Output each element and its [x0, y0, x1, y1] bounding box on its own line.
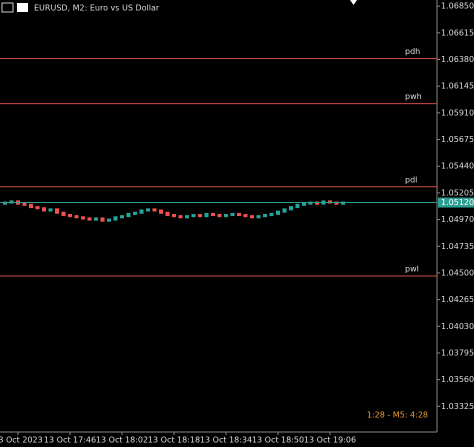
- candle-body: [113, 216, 118, 221]
- current-price-box: [438, 197, 474, 208]
- candle-body: [308, 201, 313, 205]
- candle-body: [3, 201, 7, 205]
- candle-body: [276, 210, 280, 215]
- y-tick-label: 1.04500: [441, 268, 474, 277]
- shift-marker: [350, 0, 357, 5]
- y-tick-label: 1.06145: [441, 82, 474, 91]
- candle-body: [224, 214, 228, 218]
- candle-body: [120, 215, 124, 219]
- candle-body: [198, 214, 202, 218]
- y-tick-label: 1.06380: [441, 55, 474, 64]
- y-tick-label: 1.04030: [441, 322, 474, 331]
- y-tick-label: 1.05440: [441, 162, 474, 171]
- candle-body: [68, 214, 72, 218]
- x-tick-label: 13 Oct 19:06: [304, 436, 356, 445]
- y-tick-label: 1.05205: [441, 188, 474, 197]
- candle-body: [243, 214, 248, 218]
- candle-body: [211, 212, 215, 217]
- candle-body: [185, 215, 189, 219]
- candle-body: [152, 208, 157, 212]
- candle-body: [328, 200, 332, 204]
- menu-icon[interactable]: [1, 2, 14, 13]
- candle-body: [230, 212, 235, 217]
- x-tick-label: 13 Oct 18:18: [148, 436, 200, 445]
- candle-body: [269, 212, 274, 217]
- chart-title: EURUSD, M2: Euro vs US Dollar: [34, 4, 160, 13]
- x-tick-label: 13 Oct 17:46: [44, 436, 96, 445]
- candle-body: [48, 208, 53, 212]
- candle-body: [315, 201, 319, 205]
- y-tick-label: 1.03560: [441, 375, 474, 384]
- x-tick-label: 13 Oct 2023: [0, 436, 43, 445]
- candle-body: [217, 214, 222, 218]
- candle-body: [334, 201, 339, 205]
- x-tick-label: 13 Oct 18:34: [200, 436, 252, 445]
- y-tick-label: 1.04735: [441, 242, 474, 251]
- candle-body: [126, 212, 131, 218]
- candle-body: [165, 211, 170, 217]
- y-tick-label: 1.05910: [441, 108, 474, 117]
- y-tick-label: 1.05675: [441, 135, 474, 144]
- candle-body: [282, 208, 287, 213]
- candle-body: [74, 215, 79, 219]
- candle-body: [250, 215, 254, 219]
- level-label: pdl: [405, 175, 417, 184]
- y-tick-label: 1.04970: [441, 215, 474, 224]
- candle-body: [191, 214, 196, 218]
- candle-body: [100, 217, 105, 222]
- candle-body: [9, 200, 14, 204]
- timer: 1:28 - M5: 4:28: [367, 411, 428, 420]
- x-tick-label: 13 Oct 18:50: [252, 436, 304, 445]
- candle-body: [139, 209, 144, 214]
- candle-body: [178, 215, 183, 219]
- candle-body: [159, 209, 163, 214]
- candle-body: [55, 208, 59, 214]
- candle-body: [263, 214, 267, 218]
- y-tick-label: 1.06615: [441, 28, 474, 37]
- level-label: pwl: [405, 265, 419, 274]
- candle-body: [295, 203, 300, 209]
- candle-body: [289, 206, 293, 211]
- candle-body: [256, 215, 261, 219]
- candle-body: [94, 217, 98, 221]
- candle-body: [87, 217, 92, 221]
- candle-body: [172, 214, 176, 218]
- candle-body: [237, 212, 241, 217]
- x-tick-label: 13 Oct 18:02: [96, 436, 148, 445]
- candle-body: [29, 203, 33, 209]
- current-price-label: 1.05120: [441, 198, 474, 207]
- candle-body: [341, 201, 345, 205]
- candle-body: [22, 202, 27, 206]
- candle-body: [146, 208, 150, 212]
- candle-body: [302, 202, 306, 206]
- chart-icon[interactable]: [17, 3, 28, 12]
- candle-body: [107, 218, 111, 222]
- candle-body: [42, 207, 46, 212]
- candle-body: [81, 216, 85, 220]
- y-tick-label: 1.03325: [441, 402, 474, 411]
- level-label: pdh: [405, 47, 420, 56]
- candle-body: [133, 211, 137, 215]
- level-label: pwh: [405, 92, 422, 101]
- candle-body: [61, 211, 66, 217]
- y-tick-label: 1.03795: [441, 348, 474, 357]
- y-tick-label: 1.04265: [441, 295, 474, 304]
- candle-body: [204, 212, 209, 218]
- y-tick-label: 1.06850: [441, 2, 474, 11]
- candle-body: [35, 206, 40, 210]
